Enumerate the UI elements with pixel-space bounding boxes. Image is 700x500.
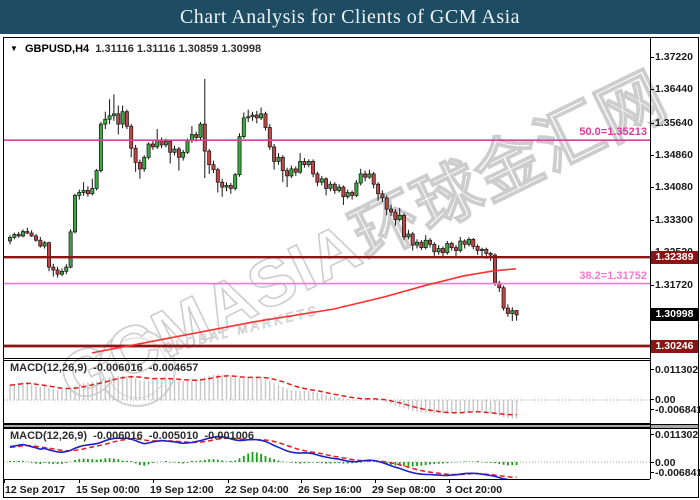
main-price-chart[interactable] (4, 38, 650, 358)
title-bar: Chart Analysis for Clients of GCM Asia (0, 0, 700, 34)
resistance-price-badge: 1.32389 (651, 250, 698, 264)
indicator-tick (650, 399, 654, 400)
indicator-tick (650, 462, 654, 463)
date-label: 26 Sep 16:00 (298, 484, 362, 496)
date-label: 15 Sep 00:00 (76, 484, 140, 496)
time-tick (153, 479, 154, 483)
indicator-tick (650, 472, 654, 473)
price-tick-label: 1.36440 (655, 83, 693, 96)
time-tick (449, 479, 450, 483)
macd2-header: MACD(12,26,9) -0.006016 -0.005010 -0.001… (10, 430, 254, 442)
indicator-scale-label: -0.006841 (655, 404, 700, 416)
price-tick-label: 1.34860 (655, 148, 693, 161)
time-tick (375, 479, 376, 483)
time-tick (301, 479, 302, 483)
quote-low: 1.30859 (178, 43, 219, 55)
date-label: 29 Sep 08:00 (372, 484, 436, 496)
macd-histogram-panel[interactable] (4, 360, 650, 423)
macd2-name[interactable]: MACD(12,26,9) (10, 430, 88, 442)
date-label: 3 Oct 20:00 (446, 484, 503, 496)
macd1-header: MACD(12,26,9) -0.006016 -0.004657 (10, 362, 198, 374)
price-tick-label: 1.35640 (655, 116, 693, 129)
quote-close: 1.30998 (221, 43, 262, 55)
indicator-scale-label: 0.00 (655, 457, 676, 469)
price-tick (650, 154, 654, 156)
price-tick-label: 1.31720 (655, 278, 693, 291)
support-price-badge: 1.30246 (651, 339, 698, 353)
macd2-signal-value: -0.005010 (148, 430, 199, 442)
price-scale-divider (650, 38, 651, 479)
date-label: 19 Sep 12:00 (150, 484, 214, 496)
page-title: Chart Analysis for Clients of GCM Asia (179, 5, 521, 28)
price-tick (650, 89, 654, 91)
last-price-badge: 1.30998 (651, 308, 698, 322)
indicator-scale-label: 0.011302 (655, 364, 699, 376)
fib-382-label[interactable]: 38.2=1.31752 (579, 269, 647, 282)
indicator-tick (650, 409, 654, 410)
symbol-timeframe-label[interactable]: GBPUSD,H4 (24, 43, 90, 55)
price-tick (650, 122, 654, 124)
time-tick (4, 479, 5, 483)
quote-open: 1.31116 (95, 43, 134, 55)
quote-high: 1.31116 (136, 43, 176, 55)
macd2-macd-value: -0.006016 (93, 430, 143, 442)
date-label: 22 Sep 04:00 (225, 484, 289, 496)
indicator-scale-label: 0.011302 (655, 429, 699, 441)
fib-50-label[interactable]: 50.0=1.35213 (579, 126, 647, 139)
symbol-dropdown-icon[interactable]: ▼ (10, 44, 18, 53)
macd-lines-panel[interactable] (4, 428, 650, 479)
price-tick (650, 187, 654, 189)
macd1-value: -0.006016 (93, 362, 143, 374)
chart-header: ▼ GBPUSD,H4 1.31116 1.31116 1.30859 1.30… (10, 43, 261, 55)
price-tick (650, 219, 654, 221)
price-tick-label: 1.37220 (655, 51, 693, 63)
indicator-scale-label: -0.006841 (655, 467, 700, 479)
chart-window: GCMASIA环球金汇网 GLOBAL MARKETS ▼ GBPUSD,H4 1… (3, 37, 700, 498)
indicator-tick (650, 369, 654, 370)
macd1-signal-value: -0.004657 (148, 362, 199, 374)
date-label: 12 Sep 2017 (5, 484, 66, 496)
macd2-osma-value: -0.001006 (204, 430, 255, 442)
price-tick-label: 1.34080 (655, 181, 693, 194)
time-tick (79, 479, 80, 483)
panel-separator[interactable] (4, 424, 698, 429)
time-tick (228, 479, 229, 483)
price-tick-label: 1.33300 (655, 213, 693, 226)
indicator-scale-label: 0.00 (655, 394, 676, 406)
macd1-name[interactable]: MACD(12,26,9) (10, 362, 88, 374)
price-tick (650, 284, 654, 286)
price-tick (650, 57, 654, 58)
indicator-tick (650, 434, 654, 435)
